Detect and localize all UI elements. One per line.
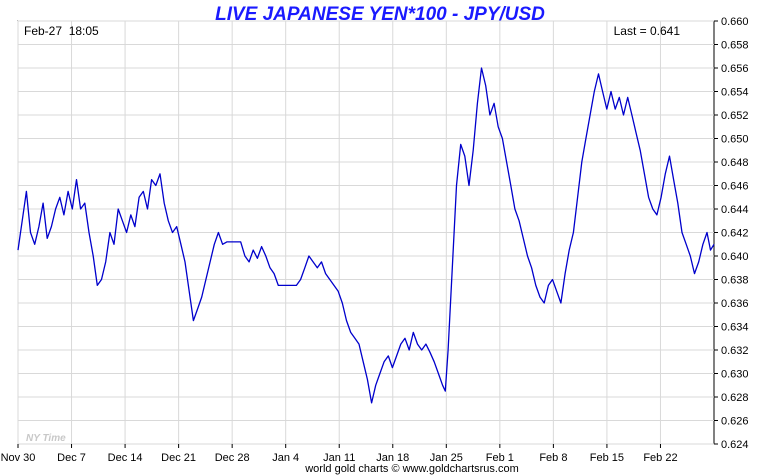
y-tick-label: 0.636 — [721, 298, 749, 310]
y-tick-label: 0.624 — [721, 439, 749, 451]
y-tick-label: 0.634 — [721, 322, 749, 334]
y-tick-label: 0.630 — [721, 369, 749, 381]
watermark-label: NY Time — [26, 433, 66, 444]
x-tick-label: Dec 14 — [108, 452, 143, 464]
y-tick-label: 0.640 — [721, 251, 749, 263]
x-tick-label: Feb 8 — [539, 452, 567, 464]
x-tick-label: Jan 25 — [430, 452, 463, 464]
y-tick-label: 0.628 — [721, 392, 749, 404]
y-tick-label: 0.646 — [721, 181, 749, 193]
last-value-label: Last = 0.641 — [614, 24, 681, 38]
x-tick-label: Dec 21 — [161, 452, 196, 464]
y-tick-label: 0.660 — [721, 16, 749, 28]
x-tick-label: Feb 15 — [590, 452, 624, 464]
chart-title: LIVE JAPANESE YEN*100 - JPY/USD — [215, 4, 545, 25]
y-tick-label: 0.652 — [721, 110, 749, 122]
y-tick-label: 0.654 — [721, 87, 749, 99]
x-tick-label: Feb 1 — [486, 452, 514, 464]
y-tick-label: 0.626 — [721, 416, 749, 428]
x-tick-label: Jan 11 — [323, 452, 355, 464]
grid-lines — [17, 20, 714, 445]
y-tick-label: 0.642 — [721, 228, 749, 240]
footer-credit: world gold charts © www.goldchartsrus.co… — [304, 463, 519, 475]
x-tick-label: Dec 7 — [57, 452, 86, 464]
y-tick-label: 0.648 — [721, 157, 749, 169]
y-tick-label: 0.638 — [721, 275, 749, 287]
x-tick-label: Nov 30 — [1, 452, 36, 464]
x-tick-label: Jan 18 — [376, 452, 409, 464]
y-tick-label: 0.632 — [721, 345, 749, 357]
y-tick-label: 0.656 — [721, 63, 749, 75]
x-tick-label: Dec 28 — [215, 452, 250, 464]
x-tick-label: Jan 4 — [272, 452, 299, 464]
series-line — [17, 67, 715, 404]
y-tick-label: 0.658 — [721, 40, 749, 52]
y-tick-label: 0.650 — [721, 134, 749, 146]
x-tick-label: Feb 22 — [643, 452, 677, 464]
series — [17, 67, 715, 404]
timestamp-label: Feb-27 18:05 — [24, 24, 99, 38]
y-axis: 0.624 0.626 0.628 0.630 0.632 0.634 0.636 0.638… — [714, 16, 749, 451]
y-tick-label: 0.644 — [721, 204, 749, 216]
x-axis: Nov 30 Dec 7 Dec 14 Dec 21 Dec 28 Jan 4 Jan 11… — [1, 444, 678, 464]
